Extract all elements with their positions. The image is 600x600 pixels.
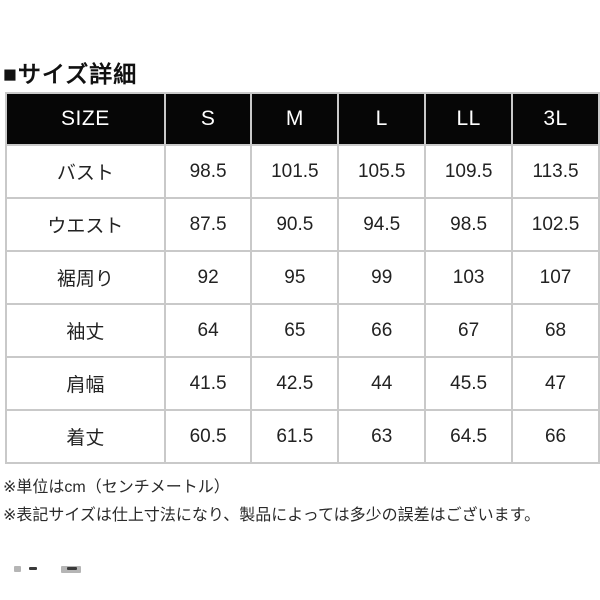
column-header-m: M <box>250 92 340 146</box>
size-value-cell: 47 <box>511 356 600 411</box>
column-header-size: SIZE <box>5 92 166 146</box>
size-value-cell: 87.5 <box>163 197 253 252</box>
page-title: ■サイズ詳細 <box>3 61 138 87</box>
size-value-cell: 113.5 <box>511 144 600 199</box>
size-value-cell: 64.5 <box>424 409 514 464</box>
row-label: 裾周り <box>5 250 166 305</box>
size-value-cell: 107 <box>511 250 600 305</box>
size-table: SIZE S M L LL 3L バスト 98.5 101.5 105.5 109.5 113.5 ウ… <box>5 92 600 464</box>
table-row: 袖丈 64 65 66 67 68 <box>5 303 600 358</box>
size-value-cell: 44 <box>337 356 427 411</box>
row-label: 肩幅 <box>5 356 166 411</box>
size-value-cell: 42.5 <box>250 356 340 411</box>
footnotes: ※単位はcm（センチメートル） ※表記サイズは仕上寸法になり、製品によっては多少… <box>3 474 540 530</box>
size-value-cell: 66 <box>511 409 600 464</box>
row-label: 袖丈 <box>5 303 166 358</box>
size-value-cell: 90.5 <box>250 197 340 252</box>
table-row: 着丈 60.5 61.5 63 64.5 66 <box>5 409 600 464</box>
table-row: ウエスト 87.5 90.5 94.5 98.5 102.5 <box>5 197 600 252</box>
size-value-cell: 63 <box>337 409 427 464</box>
size-value-cell: 103 <box>424 250 514 305</box>
row-label: 着丈 <box>5 409 166 464</box>
size-value-cell: 99 <box>337 250 427 305</box>
size-value-cell: 60.5 <box>163 409 253 464</box>
footnote-unit: ※単位はcm（センチメートル） <box>3 479 230 496</box>
size-value-cell: 92 <box>163 250 253 305</box>
cutoff-fragment <box>14 566 21 572</box>
footnote-tolerance: ※表記サイズは仕上寸法になり、製品によっては多少の誤差はございます。 <box>3 507 541 524</box>
size-value-cell: 45.5 <box>424 356 514 411</box>
header-row: SIZE S M L LL 3L <box>5 92 600 146</box>
size-value-cell: 68 <box>511 303 600 358</box>
size-value-cell: 109.5 <box>424 144 514 199</box>
size-table-body: バスト 98.5 101.5 105.5 109.5 113.5 ウエスト 87.5 90.5 9… <box>5 144 600 464</box>
size-table-header: SIZE S M L LL 3L <box>5 92 600 146</box>
size-value-cell: 102.5 <box>511 197 600 252</box>
size-value-cell: 95 <box>250 250 340 305</box>
cutoff-fragment <box>29 567 37 570</box>
size-value-cell: 101.5 <box>250 144 340 199</box>
row-label: ウエスト <box>5 197 166 252</box>
row-label: バスト <box>5 144 166 199</box>
size-value-cell: 94.5 <box>337 197 427 252</box>
cutoff-fragment <box>67 567 77 570</box>
size-value-cell: 98.5 <box>424 197 514 252</box>
column-header-l: L <box>337 92 427 146</box>
size-value-cell: 98.5 <box>163 144 253 199</box>
size-value-cell: 66 <box>337 303 427 358</box>
table-row: 裾周り 92 95 99 103 107 <box>5 250 600 305</box>
size-value-cell: 67 <box>424 303 514 358</box>
size-value-cell: 41.5 <box>163 356 253 411</box>
size-value-cell: 105.5 <box>337 144 427 199</box>
table-row: 肩幅 41.5 42.5 44 45.5 47 <box>5 356 600 411</box>
column-header-3l: 3L <box>511 92 600 146</box>
column-header-ll: LL <box>424 92 514 146</box>
size-value-cell: 65 <box>250 303 340 358</box>
size-value-cell: 64 <box>163 303 253 358</box>
size-value-cell: 61.5 <box>250 409 340 464</box>
column-header-s: S <box>163 92 253 146</box>
table-row: バスト 98.5 101.5 105.5 109.5 113.5 <box>5 144 600 199</box>
